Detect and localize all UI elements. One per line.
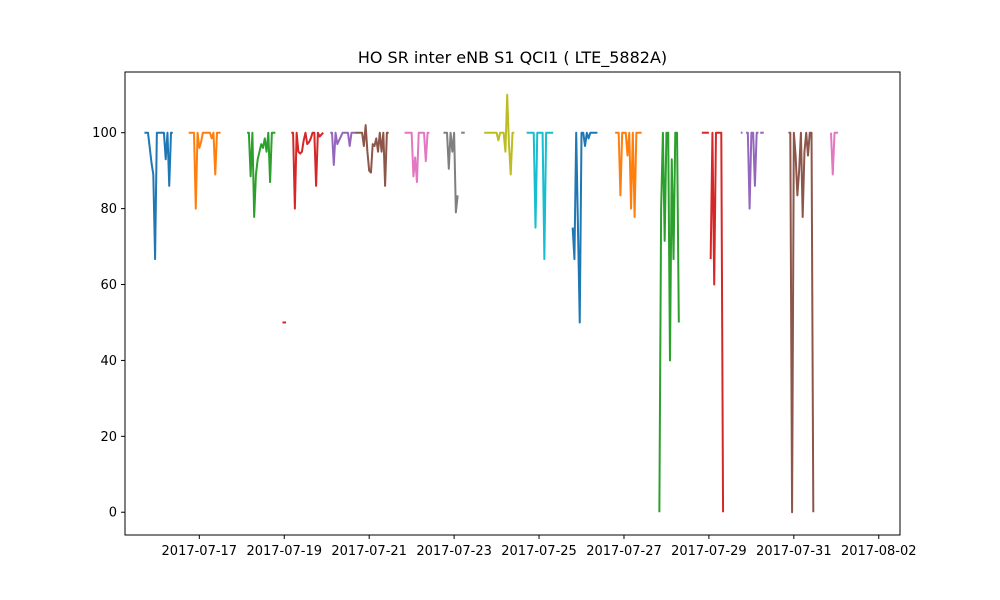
y-tick-label: 20: [100, 430, 117, 445]
x-tick-label: 2017-08-02: [841, 544, 917, 559]
x-tick-label: 2017-07-25: [501, 544, 577, 559]
series-line-12: [526, 131, 554, 261]
series-line-17: [709, 131, 725, 513]
x-tick-label: 2017-07-29: [671, 544, 747, 559]
y-tick-label: 100: [92, 126, 117, 141]
x-tick-label: 2017-07-27: [586, 544, 662, 559]
series-line-8: [404, 131, 430, 184]
series-line-22: [829, 131, 839, 176]
x-tick-label: 2017-07-21: [331, 544, 407, 559]
x-tick-label: 2017-07-19: [246, 544, 322, 559]
series-line-11: [484, 93, 515, 176]
series-line-21: [788, 131, 815, 514]
series-line-13: [571, 131, 598, 324]
x-tick-label: 2017-07-17: [162, 544, 238, 559]
plot-frame: [124, 71, 901, 536]
x-tick-label: 2017-07-31: [756, 544, 832, 559]
y-axis: 0 20 40 60 80 100: [92, 126, 125, 521]
y-tick-label: 80: [100, 202, 117, 217]
series-line-14: [615, 131, 642, 218]
series-line-6: [330, 131, 356, 166]
x-tick-label: 2017-07-23: [416, 544, 492, 559]
series-line-19: [746, 131, 759, 210]
series-line-1: [144, 131, 173, 261]
x-axis: 2017-07-17 2017-07-19 2017-07-21 2017-07-23…: [162, 535, 917, 559]
series-layer: [144, 93, 839, 514]
series-line-5: [291, 131, 324, 210]
series-line-3: [247, 131, 276, 218]
chart-title: HO SR inter eNB S1 QCI1 ( LTE_5882A): [358, 48, 667, 68]
y-tick-label: 40: [100, 354, 117, 369]
y-tick-label: 0: [109, 506, 117, 521]
series-line-7: [355, 124, 389, 187]
series-line-9: [443, 131, 459, 214]
series-line-15: [658, 131, 680, 513]
series-line-2: [188, 131, 221, 210]
y-tick-label: 60: [100, 278, 117, 293]
